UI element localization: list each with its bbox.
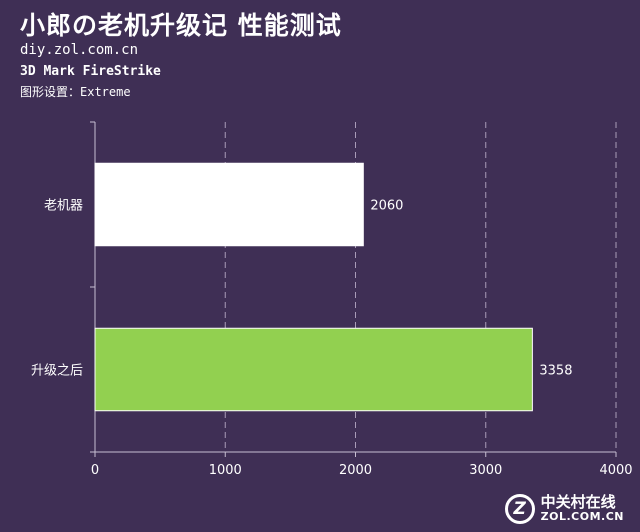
- x-tick-label-0: 0: [91, 463, 99, 478]
- bar-value-label-1: 3358: [539, 364, 572, 379]
- bar-1: [94, 327, 533, 412]
- x-tick-label-2: 2000: [339, 463, 372, 478]
- x-tick-label-3: 3000: [469, 463, 502, 478]
- watermark-name-en: ZOL.COM.CN: [540, 510, 624, 524]
- category-label-0: 老机器: [44, 199, 83, 214]
- site-url: diy.zol.com.cn: [20, 42, 139, 58]
- bar-0: [94, 162, 364, 247]
- graphics-setting: 图形设置：Extreme: [20, 85, 131, 99]
- zol-logo-icon: Z: [504, 494, 535, 524]
- category-label-1: 升级之后: [31, 364, 83, 379]
- watermark-name-cn: 中关村在线: [540, 493, 616, 512]
- bar-value-label-0: 2060: [370, 199, 403, 214]
- chart-subtitle: 3D Mark FireStrike: [20, 64, 161, 79]
- zol-watermark: Z 中关村在线 ZOL.COM.CN: [504, 493, 624, 524]
- x-tick-label-4: 4000: [599, 463, 632, 478]
- chart-title: 小郎の老机升级记 性能测试: [20, 11, 342, 40]
- x-tick-label-1: 1000: [209, 463, 242, 478]
